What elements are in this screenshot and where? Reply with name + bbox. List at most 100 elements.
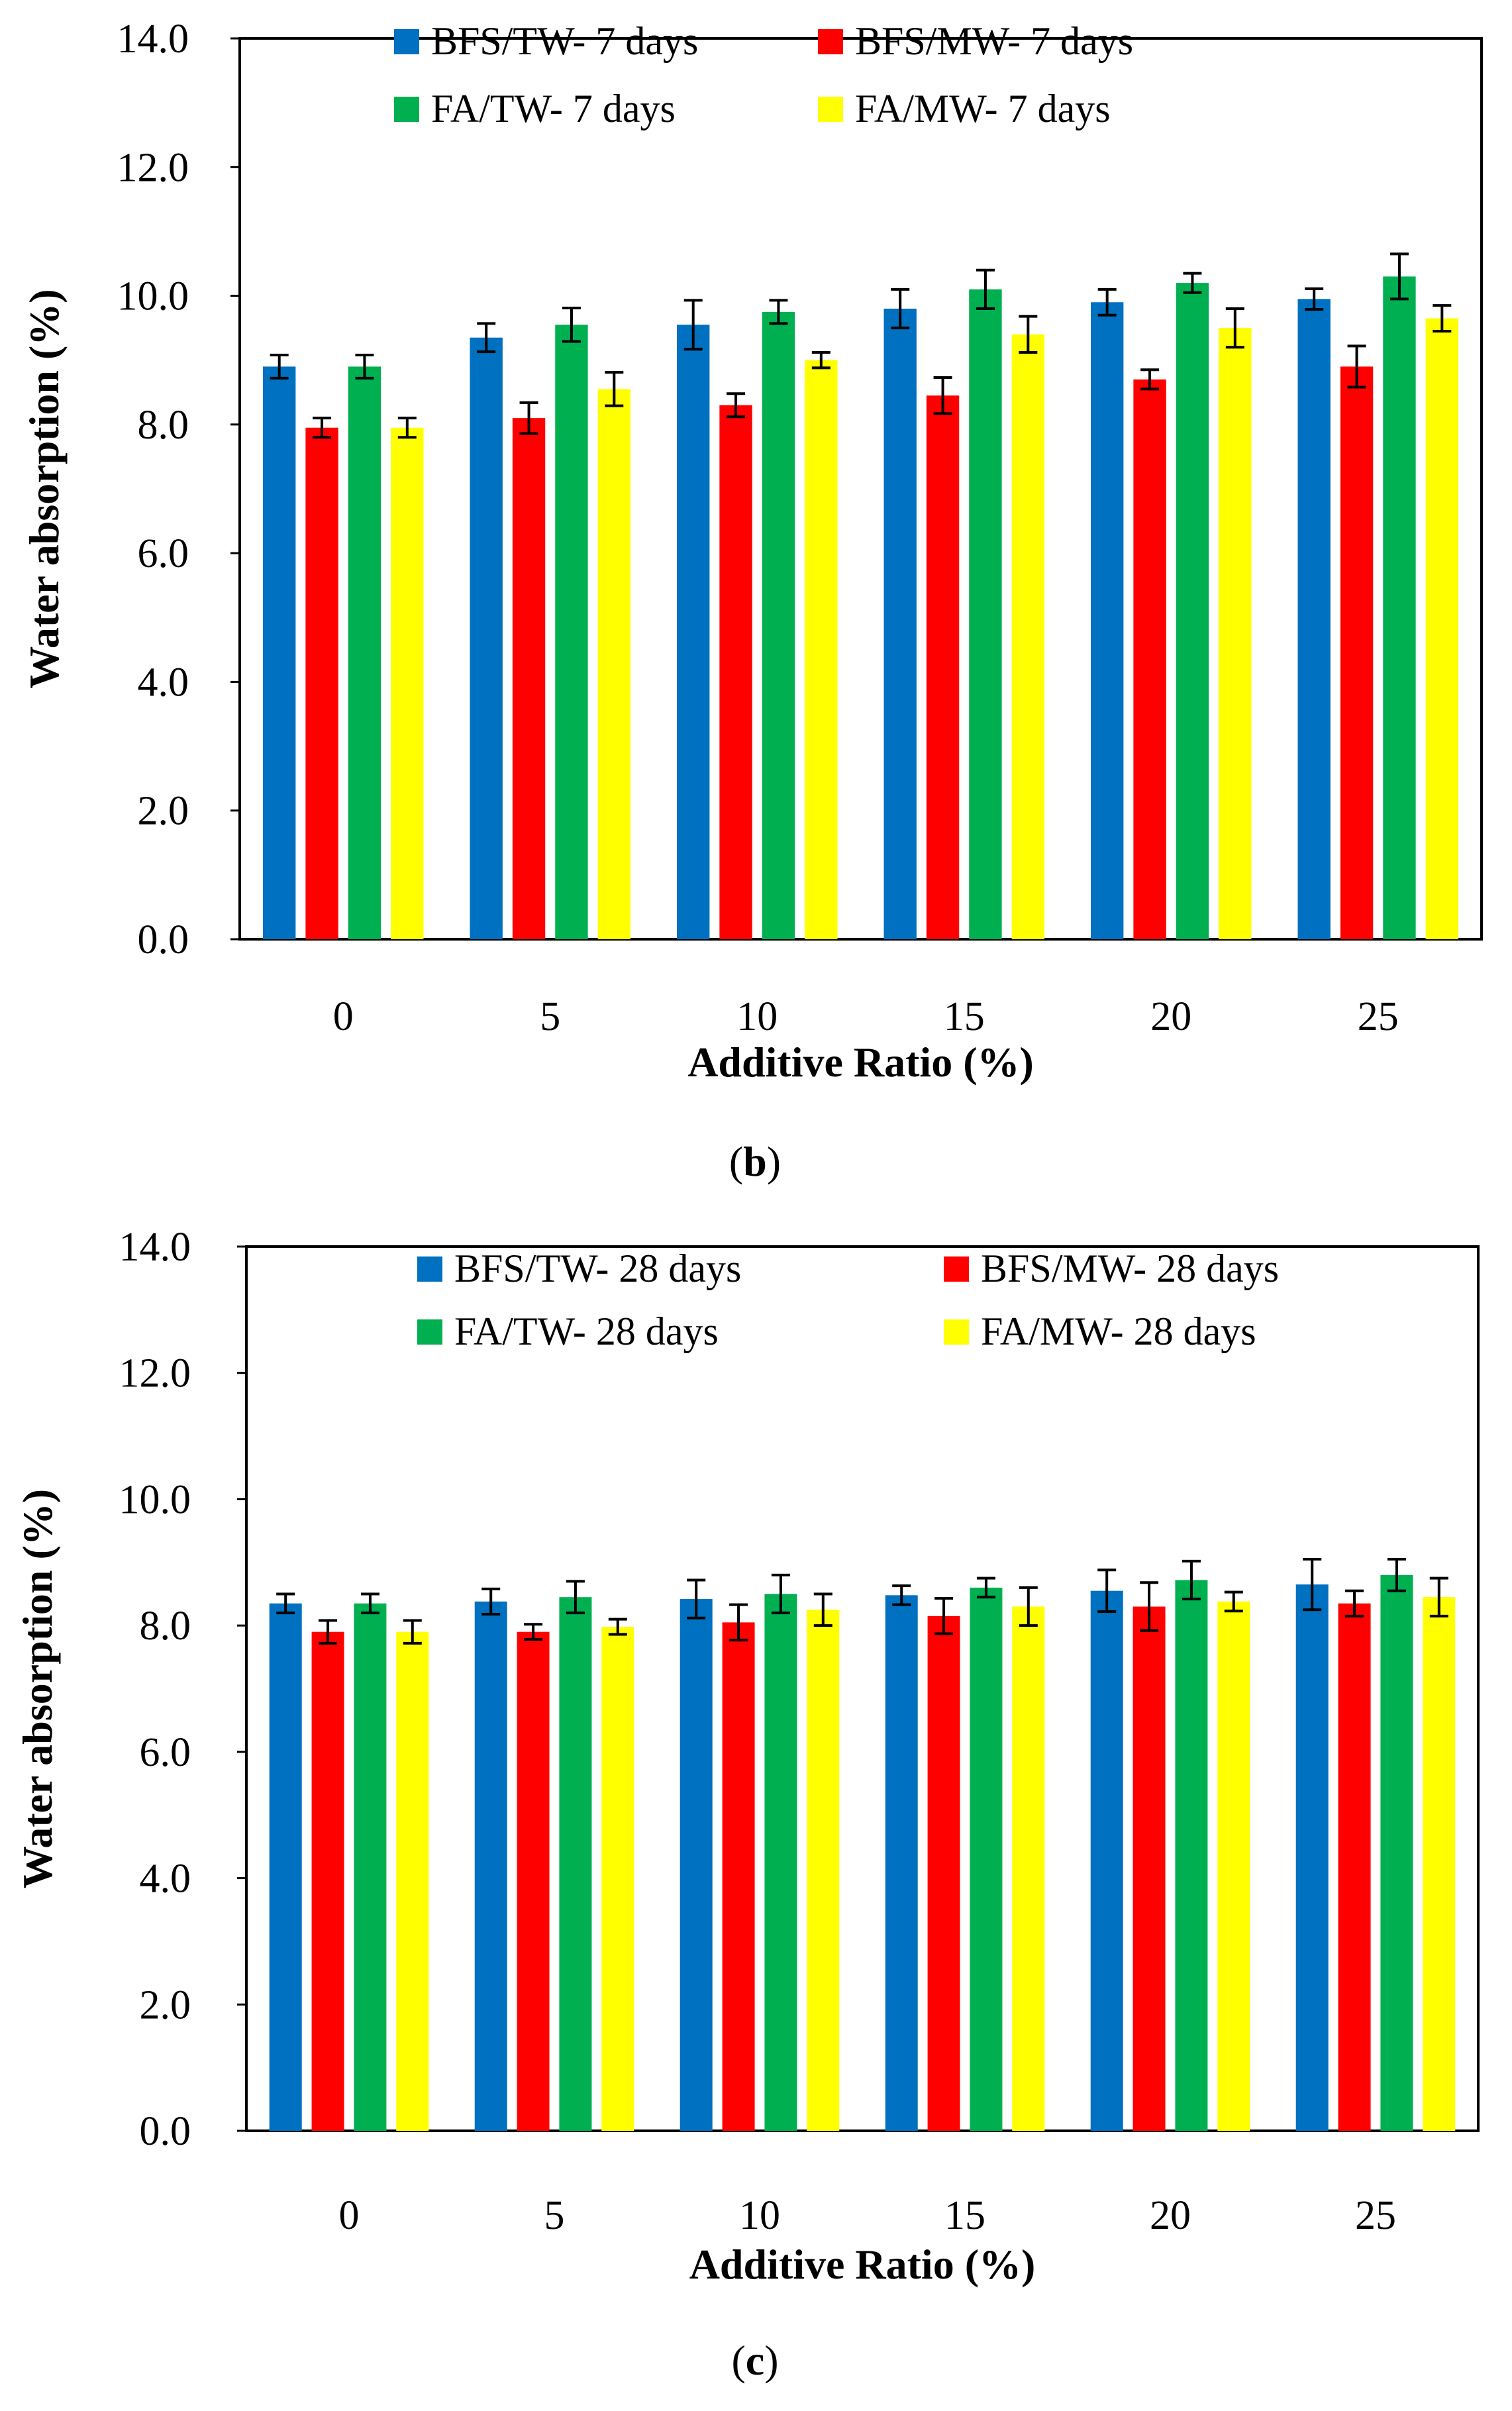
bar [1298,299,1331,939]
bar [719,405,752,939]
panel-caption-close: ) [764,2337,778,2384]
legend-label: BFS/TW- 28 days [454,1247,741,1290]
bar [1338,1604,1371,2131]
y-tick-label: 14.0 [117,17,189,62]
bar [723,1622,755,2131]
bar [680,1599,713,2131]
legend-swatch [394,97,419,122]
bar [1012,334,1044,939]
legend-swatch [818,97,843,122]
bar [470,338,503,939]
bar [1012,1607,1044,2131]
x-tick-label: 10 [736,994,778,1039]
bar [762,312,795,939]
y-tick-label: 14.0 [119,1225,191,1270]
legend-swatch [944,1319,969,1345]
bar [396,1632,428,2131]
bar [807,1610,839,2131]
x-tick-label: 25 [1358,994,1399,1039]
figure: 0.0 2.0 4.0 6.0 8.0 10.0 12.0 14.0 0 5 10 15 20 25 Add… [0,0,1512,2411]
chart-panel-0: 0.0 2.0 4.0 6.0 8.0 10.0 12.0 14.0 0 5 10 15 20 25 Add… [21,17,1482,1185]
bar [1423,1597,1455,2131]
bar [513,418,545,939]
bar [764,1594,797,2131]
chart-panel-1: 0.0 2.0 4.0 6.0 8.0 10.0 12.0 14.0 0 5 10 15 20 25 Add… [14,1225,1478,2384]
bar [354,1604,386,2131]
bar [1219,328,1251,939]
bar [927,395,959,939]
bar [1383,276,1415,939]
x-tick-label: 5 [544,2193,565,2238]
bar [805,360,837,939]
legend-label: FA/MW- 28 days [981,1309,1256,1353]
bar [1176,283,1209,939]
legend-label: BFS/MW- 28 days [981,1247,1279,1290]
bar [555,325,587,939]
x-tick-label: 20 [1150,994,1191,1039]
y-tick-label: 8.0 [138,403,189,448]
panel-caption-close: ) [767,1138,781,1185]
legend-swatch [944,1257,969,1282]
y-tick-label: 4.0 [140,1857,191,1902]
bar [1380,1575,1413,2131]
bar [270,1604,302,2131]
bar [559,1597,591,2131]
y-tick-label: 2.0 [140,1982,191,2027]
x-tick-label: 10 [739,2193,780,2238]
y-axis-title: Water absorption (%) [14,1489,61,1888]
y-tick-label: 10.0 [119,1477,191,1522]
y-tick-label: 4.0 [138,660,189,705]
panel-caption-letter: b [743,1138,767,1185]
bar [970,1588,1002,2131]
bar [1133,380,1166,939]
bar [1217,1602,1250,2131]
bar [601,1627,634,2131]
bar [884,309,917,939]
y-tick-label: 12.0 [119,1351,191,1396]
bar [475,1602,507,2131]
bar [677,325,709,939]
bar [1091,1591,1123,2131]
bar [517,1632,550,2131]
legend-label: FA/TW- 7 days [431,87,676,130]
bar [969,289,1001,939]
panel-caption-open: ( [729,1138,743,1185]
x-axis-title: Additive Ratio (%) [689,2241,1036,2288]
y-tick-label: 10.0 [117,274,189,319]
plot-area-frame [246,1247,1478,2131]
bar [1296,1584,1329,2131]
y-tick-label: 6.0 [140,1730,191,1775]
y-tick-label: 6.0 [138,531,189,576]
y-tick-label: 2.0 [138,789,189,834]
y-tick-label: 12.0 [117,145,189,190]
bar [312,1632,344,2131]
x-tick-label: 25 [1355,2193,1396,2238]
y-tick-label: 8.0 [140,1604,191,1649]
x-tick-label: 15 [944,2193,985,2238]
x-tick-label: 20 [1150,2193,1191,2238]
legend-swatch [417,1257,442,1282]
x-axis-title: Additive Ratio (%) [687,1039,1034,1086]
bar [928,1616,960,2131]
y-tick-label: 0.0 [138,917,189,962]
bar [1175,1580,1207,2131]
bar [348,366,381,939]
bar [1091,302,1123,939]
panel-caption: (c) [731,2337,778,2384]
legend: BFS/TW- 28 days BFS/MW- 28 days FA/TW- 28 … [417,1247,1279,1353]
y-tick-label: 0.0 [140,2109,191,2154]
x-tick-label: 0 [339,2193,360,2238]
panel-caption: (b) [729,1138,781,1185]
legend-swatch [818,29,843,54]
x-tick-label: 0 [333,994,354,1039]
legend-swatch [394,29,419,54]
bar [1340,366,1373,939]
legend-swatch [417,1319,442,1345]
bar [391,428,423,939]
panel-caption-letter: c [746,2337,764,2384]
bar [598,389,630,939]
legend: BFS/TW- 7 days BFS/MW- 7 days FA/TW- 7 day… [394,19,1133,130]
plot-area-frame [240,38,1482,939]
bar [305,428,338,939]
bar [885,1595,918,2131]
